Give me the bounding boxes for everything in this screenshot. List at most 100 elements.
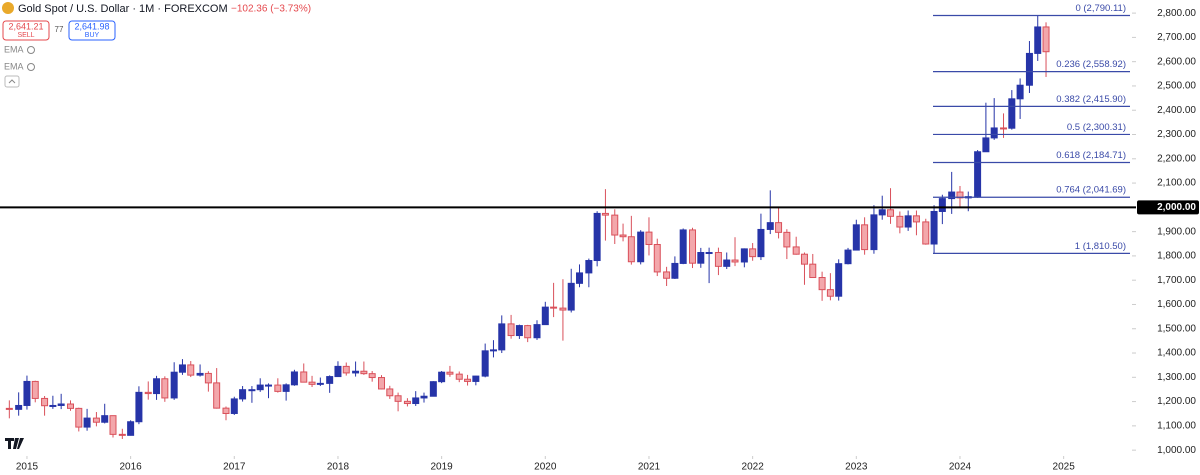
- y-tick-label: 1,000.00: [1157, 445, 1196, 456]
- buy-label[interactable]: BUY: [85, 32, 100, 39]
- candle-body: [689, 229, 697, 264]
- candle-body: [170, 371, 178, 399]
- visibility-icon[interactable]: [27, 63, 35, 71]
- candle-body: [922, 221, 930, 245]
- x-tick-label: 2018: [327, 462, 350, 473]
- candle-body: [567, 282, 575, 311]
- y-tick-label: 1,300.00: [1157, 372, 1196, 383]
- y-tick-label: 2,800.00: [1157, 8, 1196, 19]
- candle-body: [153, 378, 161, 395]
- candle-body: [386, 388, 394, 397]
- candle-body: [861, 224, 869, 251]
- fib-label: 1 (1,810.50): [1075, 241, 1126, 252]
- indicator-label[interactable]: EMA: [4, 61, 24, 71]
- visibility-icon[interactable]: [27, 46, 35, 54]
- fib-label: 0.618 (2,184.71): [1056, 150, 1126, 161]
- symbol-title: Gold Spot / U.S. Dollar · 1M · FOREXCOM: [18, 3, 228, 15]
- candle-body: [930, 210, 938, 245]
- candle-body: [455, 373, 463, 380]
- candle-body: [783, 231, 791, 248]
- candle-body: [679, 229, 687, 264]
- candle-body: [412, 397, 420, 405]
- candle-body: [334, 365, 342, 378]
- header: Gold Spot / U.S. Dollar · 1M · FOREXCOM …: [2, 2, 311, 88]
- candle-body: [974, 151, 982, 198]
- candle-body: [800, 253, 808, 265]
- candle-body: [601, 212, 609, 216]
- candle-body: [697, 252, 705, 264]
- fib-label: 0.5 (2,300.31): [1067, 122, 1126, 133]
- candle-body: [144, 391, 152, 395]
- candle-body: [248, 389, 256, 392]
- candle-body: [66, 403, 74, 409]
- candle-body: [550, 306, 558, 309]
- y-tick-label: 2,600.00: [1157, 56, 1196, 67]
- candle-body: [1034, 26, 1042, 54]
- candle-body: [49, 404, 57, 407]
- candle-body: [723, 259, 731, 267]
- sell-button[interactable]: [2, 20, 50, 41]
- candle-body: [878, 209, 886, 216]
- candle-body: [740, 248, 748, 263]
- candle-body: [118, 433, 126, 436]
- x-tick-label: 2015: [16, 462, 39, 473]
- candle-body: [731, 259, 739, 263]
- candle-body: [533, 324, 541, 339]
- candle-body: [300, 371, 308, 383]
- candle-body: [870, 214, 878, 251]
- candle-body: [239, 389, 247, 400]
- candle-body: [342, 365, 350, 374]
- candle-body: [766, 222, 774, 230]
- fib-label: 0.764 (2,041.69): [1056, 185, 1126, 196]
- candle-body: [360, 370, 368, 375]
- y-tick-label: 2,100.00: [1157, 178, 1196, 189]
- candle-body: [912, 215, 920, 223]
- y-tick-label: 1,900.00: [1157, 226, 1196, 237]
- candle-body: [308, 381, 316, 385]
- candle-body: [109, 415, 117, 435]
- candle-body: [230, 398, 238, 414]
- candle-body: [593, 212, 601, 262]
- candle-body: [507, 323, 515, 337]
- candle-body: [749, 248, 757, 258]
- candle-body: [948, 191, 956, 200]
- candle-body: [41, 397, 49, 407]
- candle-body: [1025, 52, 1033, 86]
- candle-body: [619, 234, 627, 238]
- candle-body: [446, 371, 454, 375]
- candle-body: [290, 371, 298, 386]
- buy-price[interactable]: 2,641.98: [74, 21, 109, 31]
- plot-area: 1,000.00 1,100.00 1,200.00 1,300.00 1,400.00…: [0, 3, 1199, 473]
- candle-body: [178, 364, 186, 373]
- x-tick-label: 2025: [1053, 462, 1076, 473]
- fib-label: 0 (2,790.11): [1075, 3, 1126, 14]
- candle-body: [896, 215, 904, 228]
- candle-body: [1008, 98, 1016, 129]
- collapse-button[interactable]: [4, 75, 20, 88]
- candle-body: [982, 137, 990, 153]
- sell-price[interactable]: 2,641.21: [8, 21, 43, 31]
- candle-body: [222, 407, 230, 414]
- sell-label[interactable]: SELL: [17, 32, 34, 39]
- candle-body: [403, 400, 411, 405]
- buy-button[interactable]: [68, 20, 116, 41]
- candle-body: [213, 382, 221, 409]
- candle-body: [1042, 26, 1050, 53]
- candle-body: [135, 391, 143, 423]
- price-tag: [1137, 200, 1199, 215]
- candle-body: [705, 252, 713, 255]
- candle-body: [472, 375, 480, 382]
- candle-body: [645, 231, 653, 245]
- logo: [5, 438, 24, 449]
- candle-body: [498, 323, 506, 351]
- x-tick-label: 2024: [949, 462, 972, 473]
- x-tick-label: 2017: [223, 462, 246, 473]
- candle-body: [101, 415, 109, 423]
- y-tick-label: 2,500.00: [1157, 81, 1196, 92]
- candle-body: [835, 263, 843, 297]
- candle-body: [757, 228, 765, 258]
- indicator-label[interactable]: EMA: [4, 44, 24, 54]
- candle-body: [611, 214, 619, 236]
- candle-body: [904, 215, 912, 228]
